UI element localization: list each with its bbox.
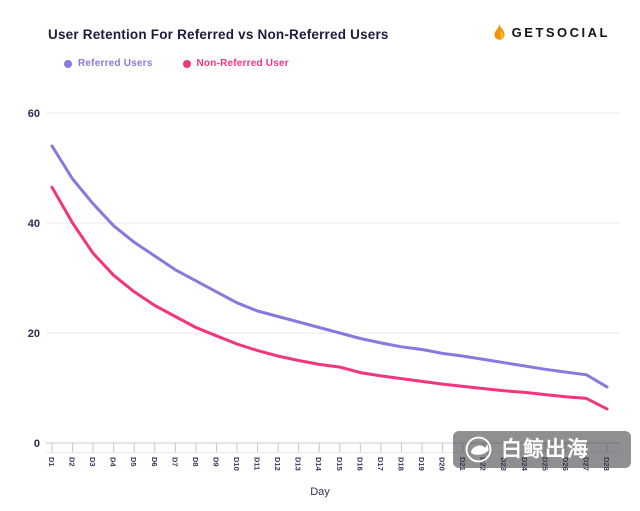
flame-icon xyxy=(492,24,507,41)
x-tick-label: D20 xyxy=(438,457,447,471)
x-tick-label: D13 xyxy=(294,457,303,471)
legend-label: Non-Referred User xyxy=(196,58,289,69)
legend-dot-icon xyxy=(182,59,191,68)
x-tick-label: D8 xyxy=(191,457,200,467)
y-tick-label: 20 xyxy=(28,328,40,340)
x-tick-label: D5 xyxy=(129,457,138,467)
x-tick-label: D6 xyxy=(150,457,159,467)
legend-item: Referred Users xyxy=(64,58,153,69)
brand-name: GETSOCIAL xyxy=(511,25,610,40)
x-tick-label: D9 xyxy=(211,457,220,467)
x-tick-label: D11 xyxy=(253,457,262,470)
x-tick-label: D3 xyxy=(88,457,97,467)
y-tick-label: 0 xyxy=(34,438,40,450)
brand-logo: GETSOCIAL xyxy=(492,24,610,41)
x-tick-label: D1 xyxy=(47,457,56,467)
page-title: User Retention For Referred vs Non-Refer… xyxy=(48,27,389,42)
whale-logo-icon xyxy=(465,436,492,463)
legend-item: Non-Referred User xyxy=(182,58,289,69)
y-tick-label: 60 xyxy=(28,108,40,120)
x-tick-label: D4 xyxy=(109,457,118,467)
x-tick-label: D15 xyxy=(335,457,344,471)
series-line-referred-users xyxy=(50,144,609,389)
y-tick-label: 40 xyxy=(28,218,40,230)
x-tick-label: D14 xyxy=(314,457,323,472)
x-axis-title: Day xyxy=(310,486,330,498)
x-tick-label: D2 xyxy=(68,457,77,467)
x-tick-label: D18 xyxy=(396,457,405,471)
legend-dot-icon xyxy=(64,59,72,68)
x-tick-label: D7 xyxy=(170,457,179,467)
chart-legend: Referred Users Non-Referred User xyxy=(64,58,289,69)
legend-label: Referred Users xyxy=(78,58,153,69)
watermark: 白鲸出海 xyxy=(453,431,631,468)
x-tick-label: D12 xyxy=(273,457,282,471)
watermark-text: 白鲸出海 xyxy=(501,438,589,461)
x-tick-label: D17 xyxy=(376,457,385,471)
x-tick-label: D16 xyxy=(355,457,364,471)
x-tick-label: D10 xyxy=(232,457,241,471)
series-line-non-referred-user xyxy=(50,185,609,411)
x-tick-label: D19 xyxy=(417,457,426,471)
